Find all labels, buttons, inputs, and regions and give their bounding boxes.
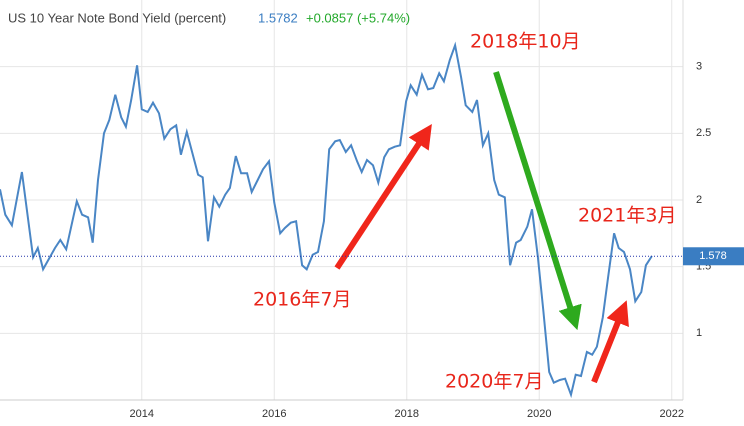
annotation: 2020年7月	[445, 371, 543, 393]
header-title: US 10 Year Note Bond Yield (percent)	[8, 10, 226, 25]
y-tick-label: 2	[696, 194, 702, 206]
arrow	[591, 300, 629, 384]
x-tick-label: 2014	[130, 408, 154, 420]
x-tick-label: 2018	[395, 408, 419, 420]
x-tick-label: 2020	[527, 408, 551, 420]
line-series	[0, 41, 653, 399]
header-change: +0.0857 (+5.74%)	[306, 10, 410, 25]
arrow	[334, 123, 432, 270]
arrow	[493, 71, 582, 331]
x-tick-label: 2016	[262, 408, 286, 420]
annotation: 2021年3月	[578, 205, 676, 227]
y-tick-label: 3	[696, 61, 702, 73]
y-tick-label: 1	[696, 327, 702, 339]
annotation: 2016年7月	[253, 289, 351, 311]
header-price: 1.5782	[258, 10, 298, 25]
y-tick-label: 2.5	[696, 127, 711, 139]
x-tick-label: 2022	[659, 408, 683, 420]
current-value-box	[683, 247, 744, 266]
annotation: 2018年10月	[470, 31, 581, 53]
current-value-label: 1.578	[699, 250, 727, 262]
